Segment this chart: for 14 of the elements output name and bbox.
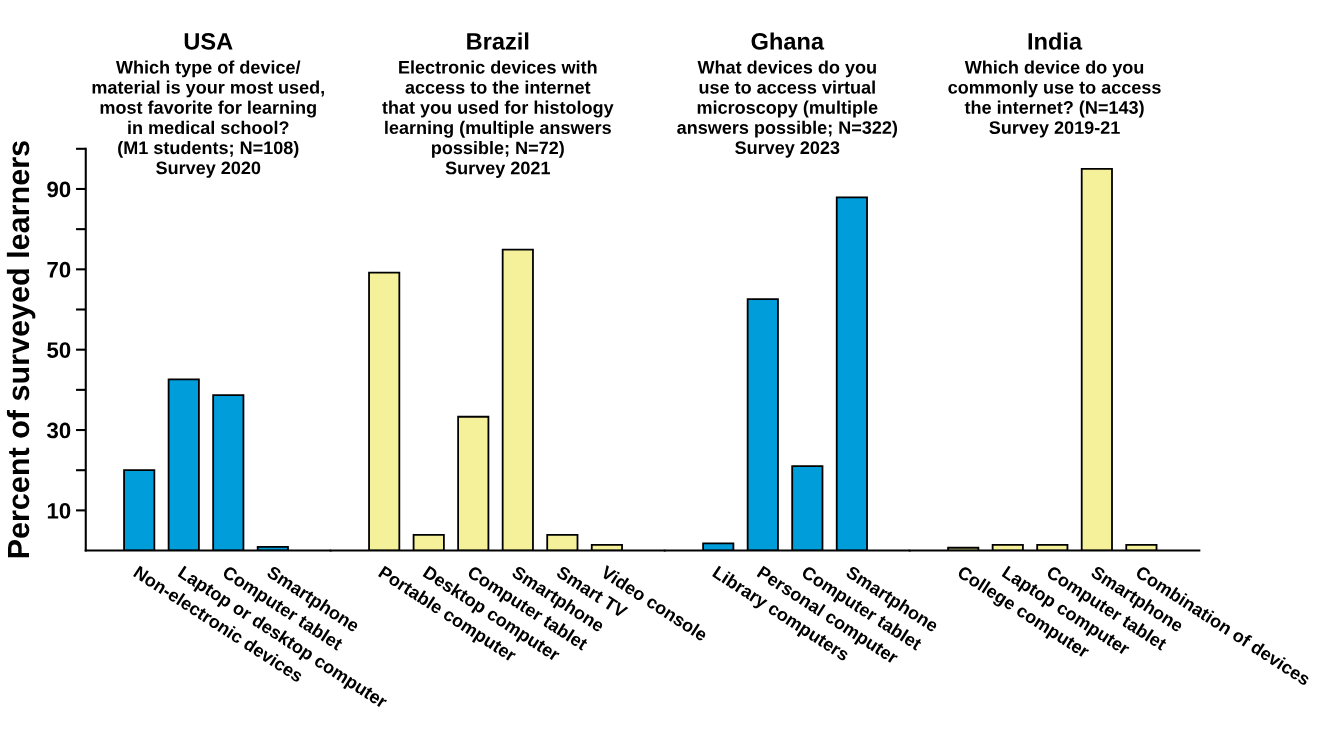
chart-subtitle: Which type of device/ material is your most used, most favorite for learning in medical school? (M1 students; N=108) Survey 2020 [92,60,324,178]
chart-title: Ghana [751,32,825,50]
chart-subtitle: What devices do you use to access virtual microscopy (multiple answers possible; N=322) Survey 2023 [677,60,898,158]
y-tick-label: 70 [47,261,71,278]
chart-subtitle: Which device do you commonly use to access the internet? (N=143) Survey 2019-21 [948,60,1161,138]
chart-title: USA [184,33,233,50]
chart-title: Brazil [467,32,529,50]
y-tick-label: 90 [47,181,71,198]
chart-title: India [1028,32,1083,50]
y-tick-label: 10 [47,502,71,519]
y-tick-label: 30 [46,422,71,439]
y-tick-label: 50 [47,342,71,358]
y-axis-title: Percent of surveyed learners [6,141,36,558]
chart-subtitle: Electronic devices with access to the internet that you used for histology learning (multiple answers possible; N=72) Survey 2021 [382,60,614,178]
